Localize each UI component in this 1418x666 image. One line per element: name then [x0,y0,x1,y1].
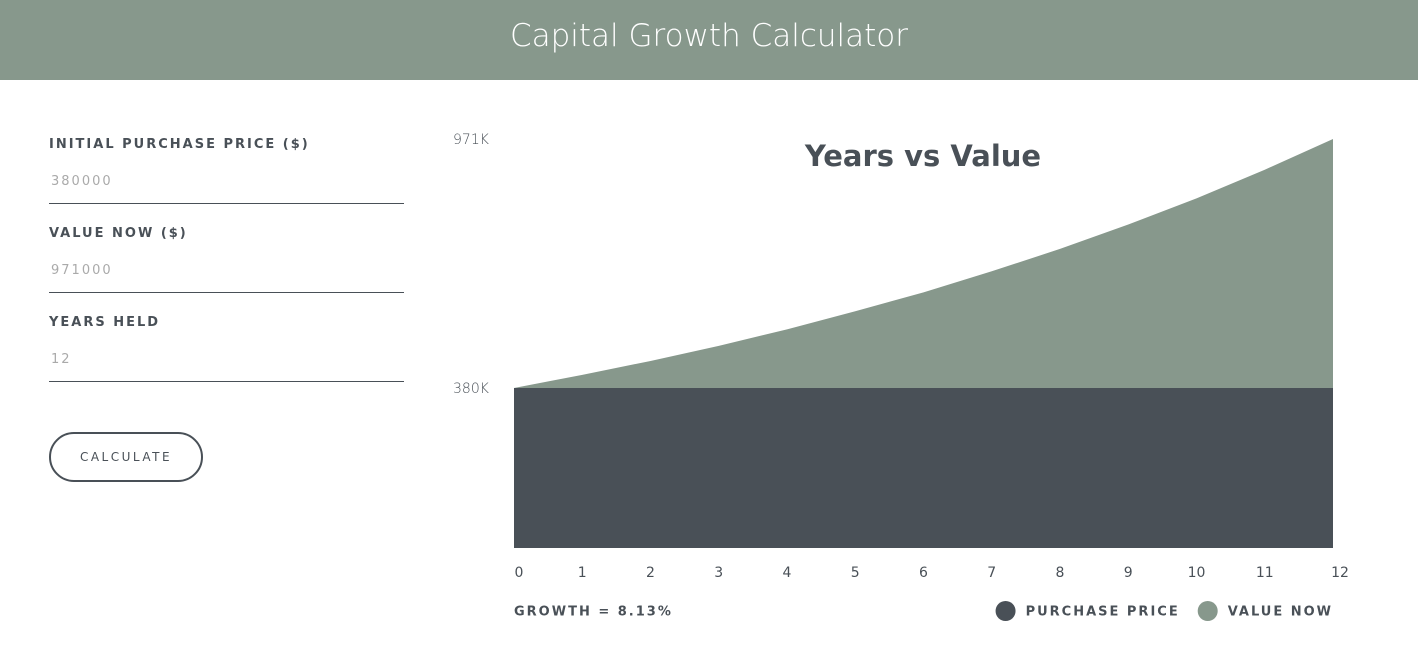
legend-label: PURCHASE PRICE [1026,605,1180,620]
legend-swatch [995,601,1016,621]
chart-title: Years vs Value [804,139,1041,173]
x-tick-label: 11 [1256,565,1274,581]
x-tick-label: 12 [1331,565,1349,581]
header: Capital Growth Calculator [0,0,1418,80]
field-label: VALUE NOW ($) [49,226,188,241]
area [514,387,1333,548]
x-tick-label: 1 [578,565,587,581]
calculate-button[interactable]: CALCULATE [49,432,203,482]
y-tick-label: 380K [453,381,490,397]
y-tick-label: 971K [453,132,490,148]
x-tick-label: 2 [646,565,655,581]
field-label: INITIAL PURCHASE PRICE ($) [49,137,310,152]
x-tick-label: 4 [783,565,792,581]
field-label: YEARS HELD [49,315,161,330]
x-tick-label: 9 [1124,565,1133,581]
x-tick-label: 0 [515,565,524,581]
legend-label: VALUE NOW [1228,605,1333,620]
x-tick-label: 3 [714,565,723,581]
growth-note: GROWTH = 8.13% [514,605,673,620]
header-title: Capital Growth Calculator [509,18,909,54]
x-tick-label: 7 [987,565,996,581]
area [514,139,1333,548]
text-input[interactable]: 12 [49,352,404,382]
x-tick-label: 10 [1188,565,1206,581]
x-tick-label: 5 [851,565,860,581]
text-input[interactable]: 971000 [49,263,404,293]
legend-swatch [1197,601,1218,621]
text-input[interactable]: 380000 [49,174,404,204]
x-tick-label: 8 [1056,565,1065,581]
x-tick-label: 6 [919,565,928,581]
